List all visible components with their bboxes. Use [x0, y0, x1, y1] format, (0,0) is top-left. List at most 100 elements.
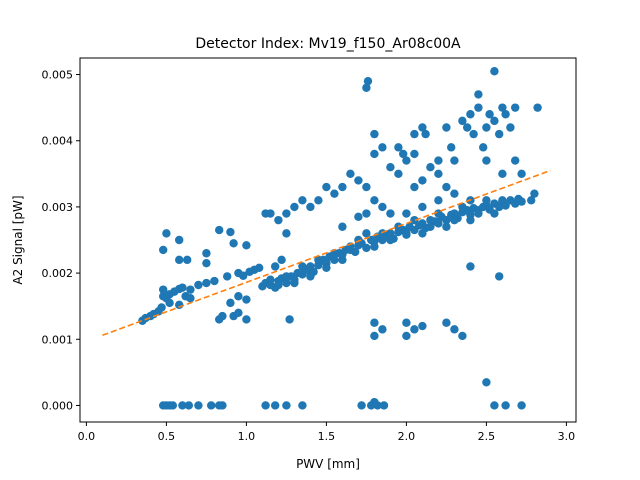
data-point	[322, 263, 331, 272]
data-point	[410, 325, 419, 334]
data-point	[378, 143, 387, 152]
data-point	[434, 196, 443, 205]
data-point	[386, 163, 395, 172]
data-point	[362, 243, 371, 253]
data-point	[501, 110, 510, 119]
data-point	[490, 401, 499, 410]
x-tick-label: 1.0	[238, 430, 256, 443]
data-point	[370, 149, 379, 159]
chart-title: Detector Index: Mv19_f150_Ar08c00A	[195, 36, 461, 52]
data-point	[402, 209, 411, 218]
data-point	[517, 197, 526, 206]
data-point	[490, 67, 499, 76]
y-tick-label: 0.004	[42, 135, 74, 148]
data-point	[162, 229, 171, 238]
data-point	[234, 308, 243, 317]
data-point	[530, 189, 539, 198]
data-point	[434, 169, 443, 179]
x-tick-label: 0.5	[158, 430, 176, 443]
y-axis-ticks: 0.000 0.001 0.002 0.003 0.004 0.005	[42, 69, 80, 412]
data-points	[138, 67, 542, 410]
data-point	[223, 272, 232, 281]
data-point	[498, 196, 507, 205]
data-point	[485, 110, 494, 119]
data-point	[501, 401, 510, 410]
data-point	[466, 110, 475, 119]
axes-frame	[79, 57, 577, 423]
data-point	[498, 103, 507, 112]
data-point	[338, 255, 347, 265]
data-point	[450, 215, 459, 225]
data-point	[466, 215, 475, 225]
data-point	[418, 123, 427, 132]
data-point	[298, 262, 307, 271]
data-point	[418, 229, 427, 238]
data-point	[184, 401, 193, 410]
data-point	[370, 129, 379, 139]
data-point	[159, 245, 168, 255]
data-point	[271, 401, 280, 410]
data-point	[354, 212, 363, 222]
data-point	[495, 272, 504, 281]
data-point	[370, 242, 379, 251]
data-point	[450, 189, 459, 198]
data-point	[517, 169, 526, 179]
data-point	[450, 156, 459, 165]
data-point	[418, 321, 427, 331]
data-point	[402, 331, 411, 341]
data-point	[458, 331, 467, 341]
data-point	[298, 401, 307, 410]
data-point	[373, 401, 382, 410]
data-point	[363, 76, 373, 86]
data-point	[215, 315, 224, 324]
data-point	[285, 315, 294, 324]
data-point	[378, 325, 387, 334]
data-point	[178, 283, 187, 292]
data-point	[402, 318, 411, 327]
data-point	[202, 278, 211, 288]
y-tick-label: 0.002	[42, 267, 74, 280]
data-point	[490, 209, 499, 218]
data-point	[346, 169, 355, 179]
data-point	[271, 262, 280, 271]
x-tick-label: 1.5	[318, 430, 336, 443]
data-point	[239, 271, 248, 280]
data-point	[442, 123, 451, 132]
data-point	[362, 83, 371, 92]
data-point	[357, 401, 366, 410]
data-point	[159, 285, 168, 294]
y-axis-label: A2 Signal [pW]	[11, 195, 25, 284]
data-point	[410, 129, 419, 139]
y-tick-label: 0.000	[42, 399, 74, 412]
data-point	[186, 285, 195, 294]
data-point	[378, 202, 387, 212]
data-point	[469, 129, 478, 139]
data-point	[165, 298, 174, 308]
data-point	[474, 103, 483, 112]
fit-line	[102, 169, 551, 337]
data-point	[370, 331, 379, 341]
data-point	[482, 378, 491, 387]
x-tick-label: 2.5	[478, 430, 496, 443]
data-point	[434, 219, 443, 228]
data-point	[298, 196, 307, 205]
data-point	[157, 303, 166, 312]
data-point	[482, 123, 491, 132]
data-point	[194, 401, 203, 410]
data-point	[242, 315, 251, 324]
data-point	[463, 123, 472, 132]
data-point	[215, 225, 224, 235]
data-point	[410, 149, 419, 159]
x-tick-label: 0.0	[78, 430, 96, 443]
data-point	[274, 215, 283, 225]
data-point	[418, 176, 427, 185]
data-point	[178, 401, 187, 410]
data-point	[202, 249, 211, 258]
data-point	[314, 196, 323, 205]
x-axis-ticks: 0.0 0.5 1.0 1.5 2.0 2.5 3.0	[78, 422, 575, 443]
data-point	[168, 401, 177, 410]
data-point	[218, 401, 227, 410]
data-point	[479, 143, 488, 152]
data-point	[386, 209, 395, 218]
